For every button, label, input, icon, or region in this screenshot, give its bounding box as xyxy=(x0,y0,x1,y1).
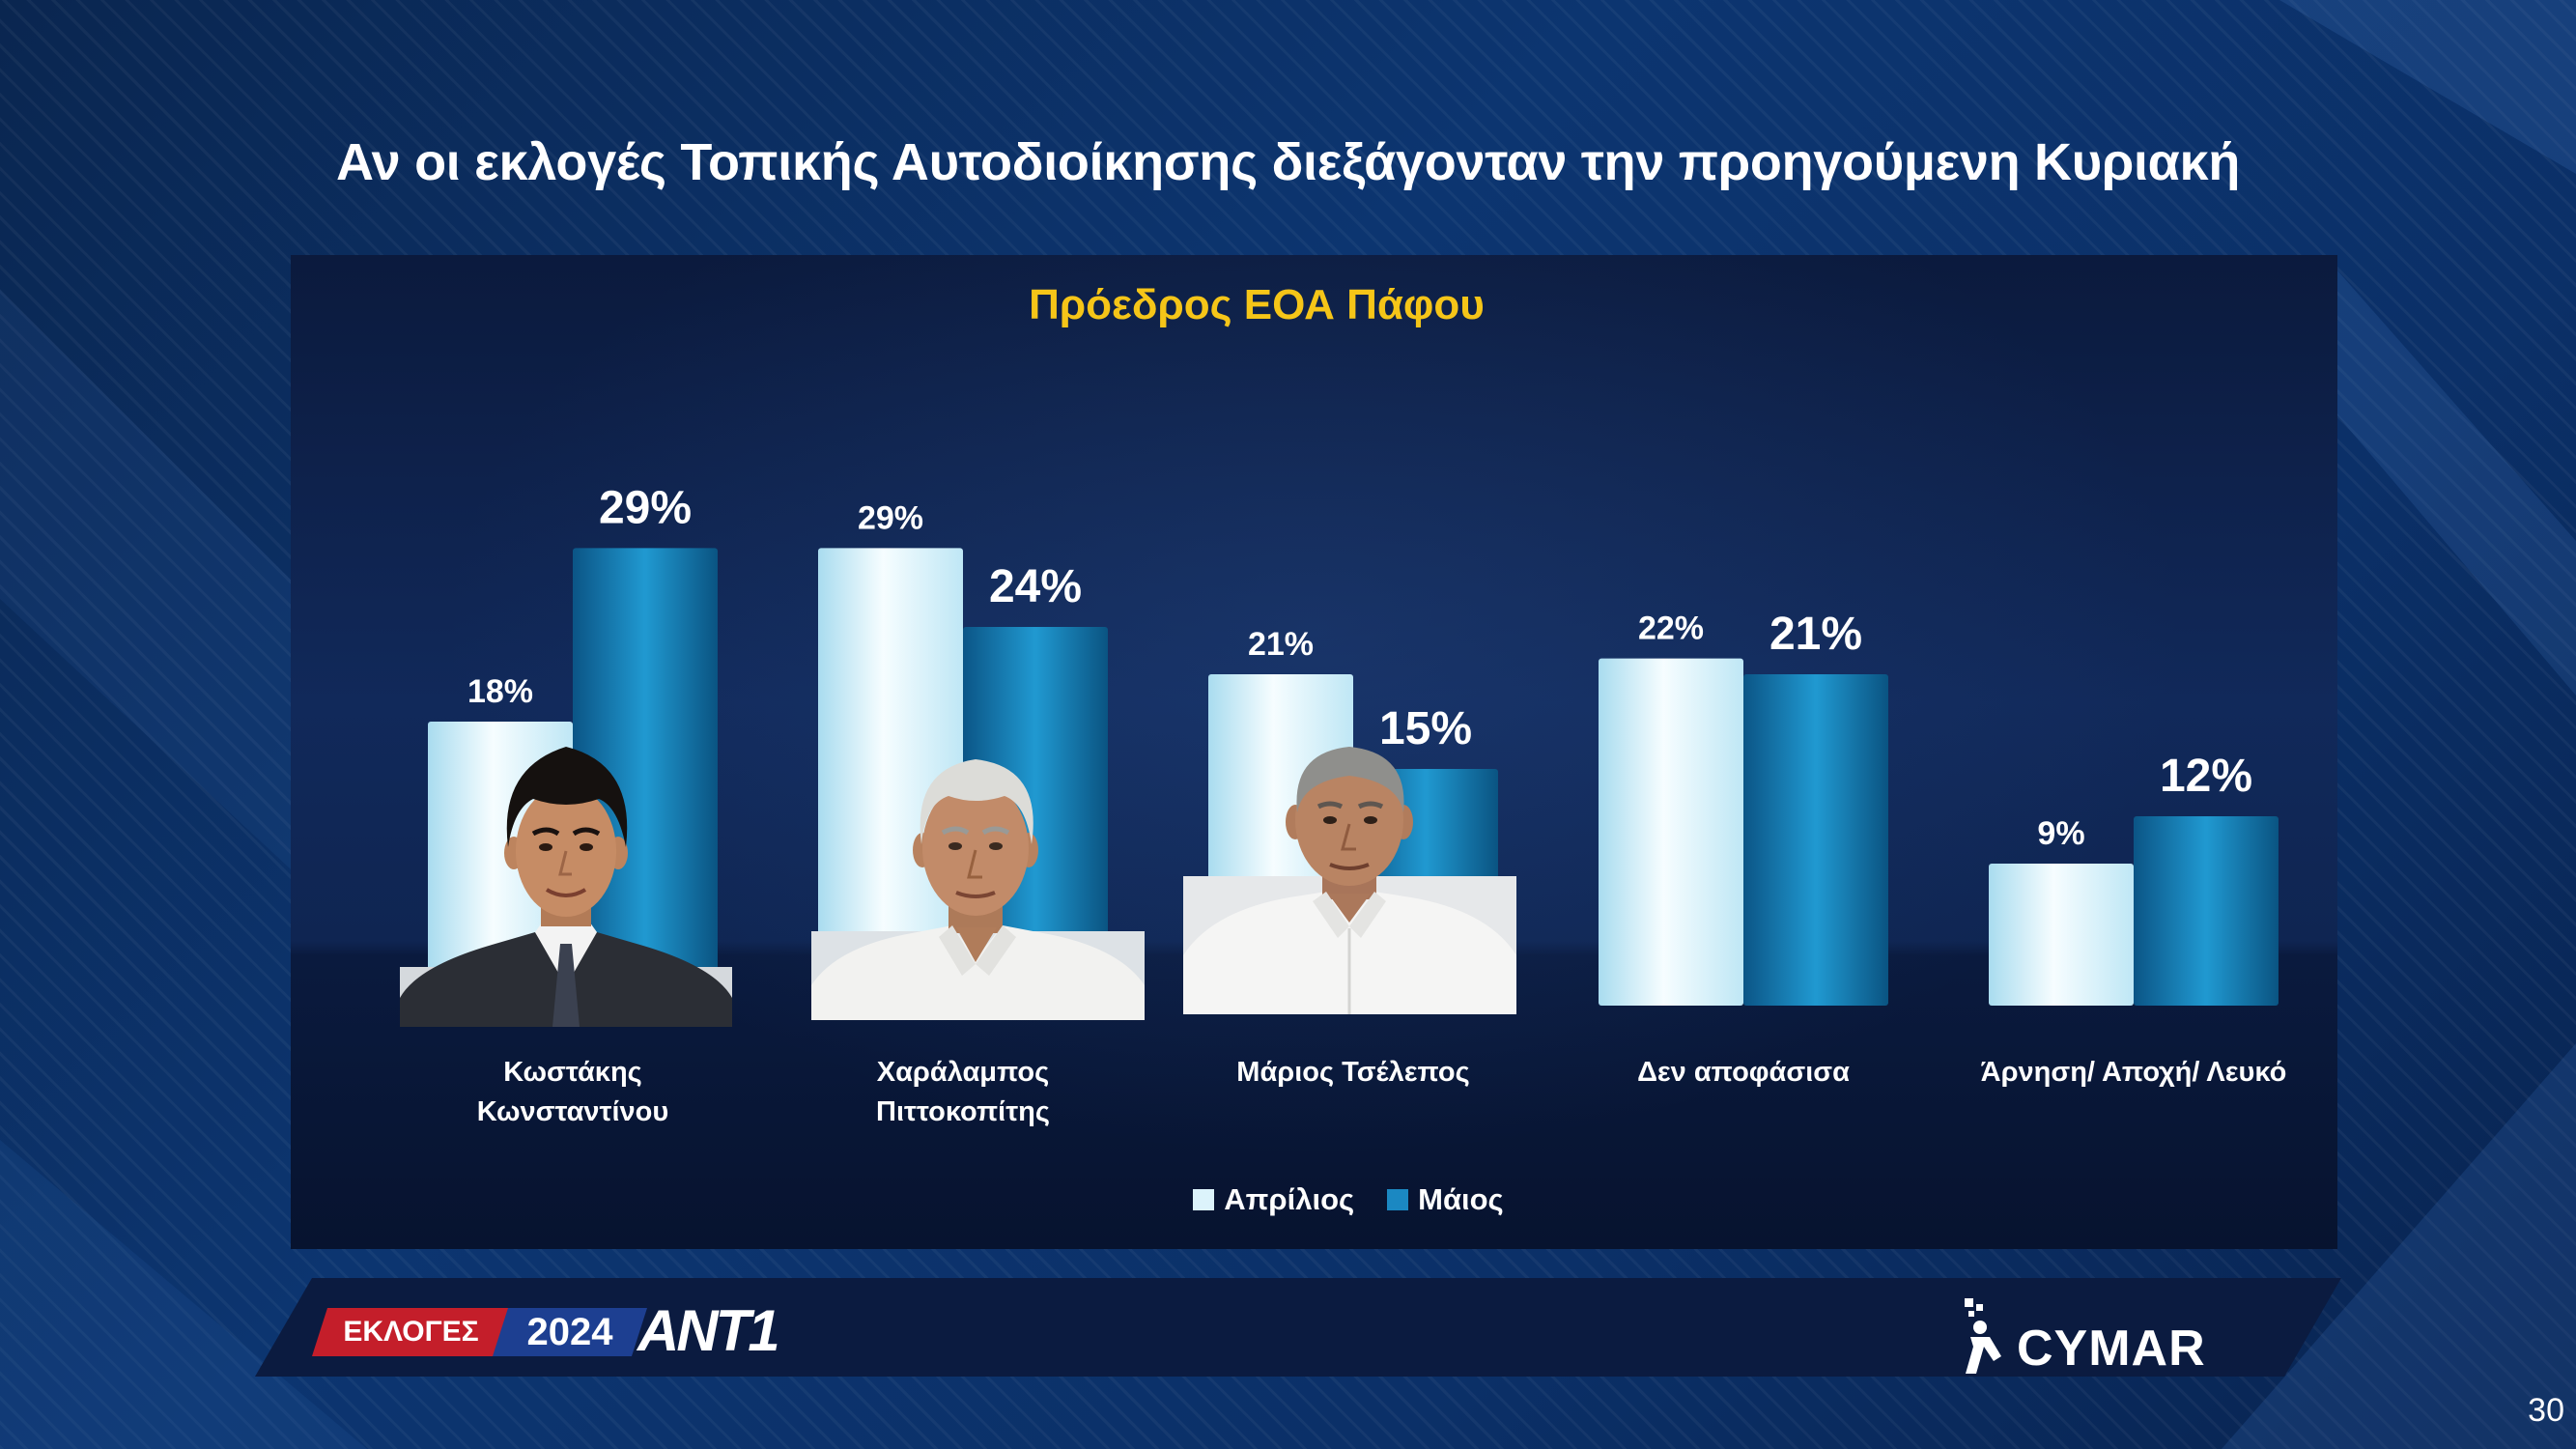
bar-series-2-category-5 xyxy=(2134,816,2279,1006)
legend-label-april: Απρίλιος xyxy=(1224,1182,1355,1216)
value-label-series-1-category-4: 22% xyxy=(1638,611,1704,647)
category-label-3: Μάριος Τσέλεπος xyxy=(1236,1057,1470,1088)
category-labels: Κωστάκης Κωνσταντίνου Χαράλαμπος Πιττοκοπ… xyxy=(291,255,2337,1249)
bar-series-2-category-4 xyxy=(1743,674,1888,1006)
chart-panel: Πρόεδρος ΕΟΑ Πάφου xyxy=(291,255,2337,1249)
value-label-series-1-category-1: 18% xyxy=(467,673,533,710)
cymar-logo: CYMAR xyxy=(1961,1294,2212,1376)
slide-title: Αν οι εκλογές Τοπικής Αυτοδιοίκησης διεξ… xyxy=(335,133,2241,191)
bar-series-1-category-2 xyxy=(818,548,963,1006)
cymar-figure-icon xyxy=(1965,1298,2001,1374)
category-label-2: Χαράλαμπος Πιττοκοπίτης xyxy=(876,1057,1050,1127)
legend-item-may: Μάιος xyxy=(1387,1182,1504,1217)
value-label-series-2-category-2: 24% xyxy=(989,561,1082,612)
category-label-1: Κωστάκης Κωνσταντίνου xyxy=(476,1057,669,1127)
page-number: 30 xyxy=(2528,1392,2564,1429)
bar-series-1-category-4 xyxy=(1599,658,1743,1006)
category-label-4: Δεν αποφάσισα xyxy=(1637,1057,1850,1088)
value-labels-layer: 18% 29% 29% 24% 21% 15% 22% 21% 9% 12% xyxy=(467,482,2252,852)
chart-title: Πρόεδρος ΕΟΑ Πάφου xyxy=(1029,281,1485,328)
value-label-series-2-category-1: 29% xyxy=(599,482,692,533)
chart-legend: Απρίλιος Μάιος xyxy=(1141,1178,1556,1222)
value-label-series-1-category-2: 29% xyxy=(858,499,923,536)
elections-badge: ΕΚΛΟΓΕΣ xyxy=(312,1308,510,1356)
legend-swatch-april xyxy=(1193,1189,1215,1210)
candidate-photo-tselepos xyxy=(1183,747,1516,1014)
cymar-logo-text: CYMAR xyxy=(2017,1321,2206,1377)
value-label-series-1-category-5: 9% xyxy=(2037,815,2084,852)
value-label-series-1-category-3: 21% xyxy=(1248,626,1314,663)
legend-swatch-may xyxy=(1387,1189,1409,1210)
candidate-photo-pittokopitis xyxy=(811,759,1145,1020)
candidate-photos xyxy=(400,747,1516,1027)
value-label-series-2-category-3: 15% xyxy=(1379,703,1472,754)
category-label-5: Άρνηση/ Αποχή/ Λευκό xyxy=(1980,1057,2287,1088)
candidate-photo-konstantinou xyxy=(400,747,732,1027)
ant1-logo: ANT1 xyxy=(637,1298,780,1363)
bar-series-2-category-1 xyxy=(573,548,718,1006)
year-badge: 2024 xyxy=(493,1308,647,1356)
value-label-series-2-category-5: 12% xyxy=(2160,751,2252,802)
legend-item-april: Απρίλιος xyxy=(1193,1182,1354,1217)
legend-label-may: Μάιος xyxy=(1418,1182,1504,1216)
bar-chart: 18% 29% 29% 24% 21% 15% 22% 21% 9% 12% xyxy=(400,482,2279,1027)
value-label-series-2-category-4: 21% xyxy=(1769,609,1862,660)
bar-series-1-category-5 xyxy=(1989,864,2134,1006)
